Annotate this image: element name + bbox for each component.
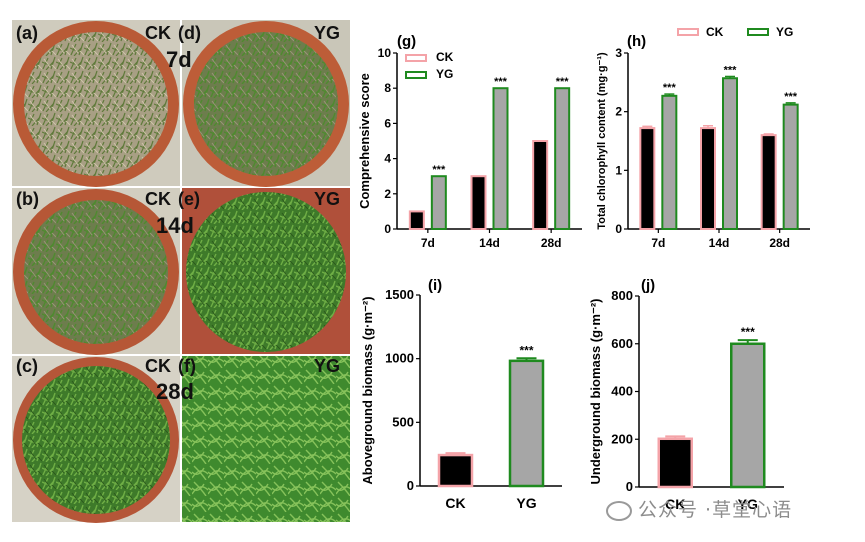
- x-tick-label-j: CK: [665, 496, 685, 512]
- panel-label-c: (c): [16, 356, 38, 376]
- bar-h-ck: [760, 134, 777, 230]
- panel-label-j: (j): [641, 277, 655, 294]
- group-label-e: YG: [314, 189, 340, 209]
- legend-swatch-h-ck: [677, 28, 699, 36]
- y-axis-title-h: Total chlorophyll content (mg·g⁻¹): [596, 52, 608, 230]
- y-tick-label-j: 600: [611, 336, 633, 351]
- panel-label-i: (i): [428, 277, 442, 294]
- y-tick-label-g: 0: [384, 222, 391, 236]
- y-axis-title-g: Comprehensive score: [357, 73, 372, 209]
- x-tick-label-g: 7d: [421, 236, 435, 250]
- significance-label-g: ***: [432, 164, 446, 176]
- photo-c: [12, 356, 180, 523]
- bar-h-ck: [700, 127, 716, 231]
- x-tick-label-h: 28d: [769, 236, 790, 250]
- y-tick-label-i: 0: [407, 478, 414, 493]
- y-axis-title-i: Aboveground biomass (g·m⁻²): [360, 296, 375, 484]
- legend-label-h-yg: YG: [776, 25, 793, 39]
- legend-swatch-h-yg: [747, 28, 769, 36]
- x-tick-label-i: YG: [516, 495, 536, 511]
- bar-g-ck: [532, 140, 549, 230]
- y-tick-label-h: 3: [615, 46, 622, 60]
- x-tick-label-i: CK: [445, 495, 465, 511]
- group-label-d: YG: [314, 23, 340, 43]
- group-label-c: CK: [145, 356, 171, 376]
- photo-e: [182, 188, 350, 354]
- watermark: 公众号 ·草堂心语: [606, 495, 792, 522]
- x-tick-label-j: YG: [738, 496, 758, 512]
- bar-g-yg: [492, 87, 509, 230]
- significance-label-h: ***: [784, 91, 798, 103]
- bar-h-yg: [782, 103, 799, 230]
- y-tick-label-j: 0: [626, 479, 633, 494]
- significance-label-g: ***: [556, 76, 570, 88]
- y-tick-label-g: 6: [384, 116, 391, 130]
- x-tick-label-h: 7d: [651, 236, 665, 250]
- significance-label-i: ***: [519, 343, 533, 357]
- significance-label-g: ***: [494, 76, 508, 88]
- bar-g-yg: [554, 87, 571, 230]
- photo-d: [182, 20, 350, 187]
- y-tick-label-j: 200: [611, 431, 633, 446]
- y-tick-label-g: 10: [378, 46, 392, 60]
- group-label-a: CK: [145, 23, 171, 43]
- photo-b: [12, 188, 180, 355]
- group-label-b: CK: [145, 189, 171, 209]
- x-tick-label-h: 14d: [709, 236, 730, 250]
- group-label-f: YG: [314, 356, 340, 376]
- y-tick-label-h: 1: [615, 163, 622, 177]
- x-tick-label-g: 14d: [479, 236, 500, 250]
- photo-f: [182, 356, 350, 522]
- y-tick-label-g: 4: [384, 152, 391, 166]
- bar-h-ck: [639, 127, 656, 231]
- legend-label-yg: YG: [436, 67, 453, 81]
- panel-label-g: (g): [397, 33, 416, 50]
- photo-a: [12, 20, 180, 187]
- day-label-7d: 7d: [166, 47, 192, 72]
- panel-label-d: (d): [178, 23, 201, 43]
- y-tick-label-j: 800: [611, 288, 633, 303]
- y-tick-label-i: 1000: [385, 351, 414, 366]
- y-tick-label-g: 8: [384, 81, 391, 95]
- bar-i-yg: [508, 359, 545, 488]
- bar-g-ck: [408, 210, 425, 230]
- bar-h-yg: [722, 77, 738, 230]
- bar-h-yg: [661, 94, 678, 231]
- y-tick-label-i: 1500: [385, 287, 414, 302]
- pot-photo-grid: (a) CK (d) YG 7d (b) CK (e) YG 14d (c) C…: [12, 20, 350, 523]
- panel-label-f: (f): [178, 356, 196, 376]
- day-label-14d: 14d: [156, 213, 194, 238]
- bar-i-ck: [437, 453, 474, 488]
- bar-g-ck: [470, 175, 487, 230]
- legend-label-ck: CK: [436, 50, 454, 64]
- day-label-28d: 28d: [156, 379, 194, 404]
- y-tick-label-j: 400: [611, 384, 633, 399]
- y-tick-label-h: 0: [615, 222, 622, 236]
- bar-j-yg: [730, 342, 766, 489]
- legend-label-h-ck: CK: [706, 25, 724, 39]
- y-tick-label-g: 2: [384, 187, 391, 201]
- x-tick-label-g: 28d: [541, 236, 562, 250]
- legend-swatch-yg: [405, 71, 427, 79]
- chat-icon: [606, 500, 632, 521]
- panel-label-e: (e): [178, 189, 200, 209]
- bar-g-yg: [430, 175, 447, 230]
- y-tick-label-i: 500: [392, 414, 414, 429]
- panel-label-a: (a): [16, 23, 38, 43]
- panel-label-b: (b): [16, 189, 39, 209]
- legend-swatch-ck: [405, 54, 427, 62]
- significance-label-h: ***: [724, 64, 738, 76]
- bar-j-ck: [657, 437, 693, 489]
- significance-label-j: ***: [741, 325, 755, 339]
- panel-label-h: (h): [627, 33, 646, 50]
- y-axis-title-j: Underground biomass (g·m⁻²): [588, 299, 603, 485]
- y-tick-label-h: 2: [615, 105, 622, 119]
- significance-label-h: ***: [663, 82, 677, 94]
- watermark-text: 公众号 ·草堂心语: [638, 499, 793, 521]
